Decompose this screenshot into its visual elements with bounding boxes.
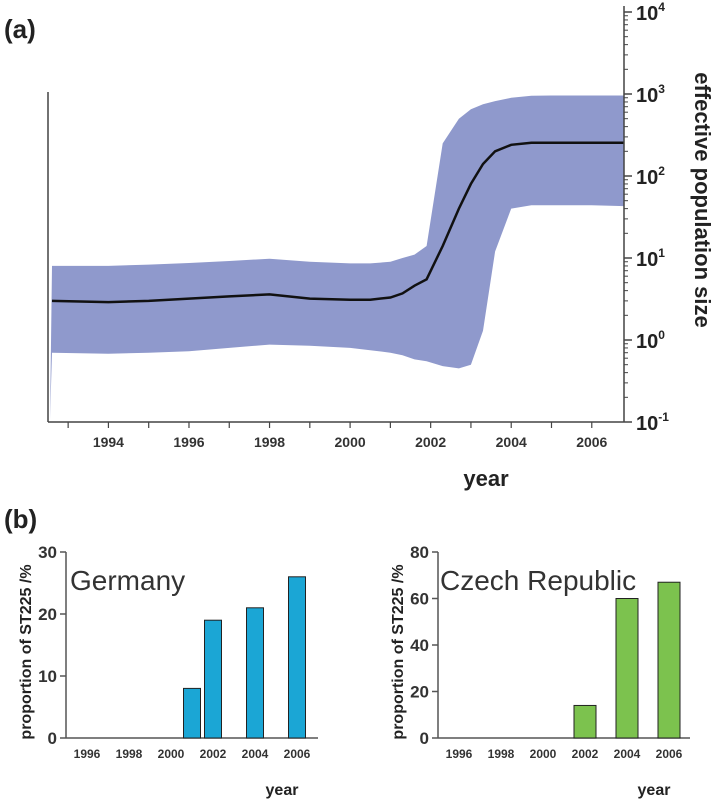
y-tick-label: 10-1 xyxy=(636,410,669,435)
x-axis-title: year xyxy=(463,466,509,491)
x-tick-label: 2002 xyxy=(200,747,227,761)
czech-y-axis-title: proportion of ST225 /% xyxy=(390,564,407,739)
panel-a-label: (a) xyxy=(4,14,36,44)
x-tick-label: 1996 xyxy=(74,747,101,761)
x-tick-label: 2004 xyxy=(614,747,641,761)
x-ticks: 1994 1996 1998 2000 2002 2004 2006 xyxy=(67,422,608,450)
y-tick-label: 102 xyxy=(636,164,665,189)
y-tick-label: 100 xyxy=(636,328,665,353)
median-line xyxy=(51,141,624,304)
bar xyxy=(288,576,306,739)
germany-chart: proportion of ST225 /% Germany year 0 10 2… xyxy=(18,543,318,799)
y-axis-title: effective population size xyxy=(690,72,715,328)
panel-b-label: (b) xyxy=(4,504,37,534)
bar xyxy=(246,607,264,739)
czech-title: Czech Republic xyxy=(440,565,636,596)
x-tick-label: 2006 xyxy=(656,747,683,761)
y-tick-label: 0 xyxy=(420,729,429,748)
bar xyxy=(573,704,597,739)
y-tick-label: 60 xyxy=(410,590,429,609)
y-tick-label: 20 xyxy=(410,683,429,702)
czech-chart: proportion of ST225 /% Czech Republic ye… xyxy=(390,543,690,799)
x-tick-label: 2000 xyxy=(335,434,366,450)
y-tick-label: 80 xyxy=(410,543,429,562)
x-tick-label: 2000 xyxy=(158,747,185,761)
x-tick-label: 2006 xyxy=(284,747,311,761)
germany-y-axis-title: proportion of ST225 /% xyxy=(18,564,35,739)
y-tick-label: 30 xyxy=(38,543,57,562)
bar xyxy=(183,687,201,739)
y-tick-label: 20 xyxy=(38,605,57,624)
x-tick-label: 2000 xyxy=(530,747,557,761)
y-ticks: 10-1 100 101 102 103 104 xyxy=(624,0,669,435)
x-tick-label: 1994 xyxy=(93,434,124,450)
x-tick-label: 2004 xyxy=(242,747,269,761)
germany-title: Germany xyxy=(70,565,185,596)
germany-x-axis-title: year xyxy=(266,782,299,799)
bar xyxy=(204,619,222,739)
x-tick-label: 1996 xyxy=(446,747,473,761)
y-tick-label: 10 xyxy=(38,667,57,686)
x-tick-label: 1996 xyxy=(173,434,204,450)
y-tick-label: 0 xyxy=(48,729,57,748)
x-tick-label: 1998 xyxy=(488,747,515,761)
y-tick-label: 104 xyxy=(636,0,665,25)
x-tick-label: 1998 xyxy=(254,434,285,450)
bar xyxy=(615,598,639,739)
y-tick-label: 103 xyxy=(636,82,665,107)
x-tick-label: 2002 xyxy=(415,434,446,450)
x-tick-label: 1998 xyxy=(116,747,143,761)
bar xyxy=(657,581,681,739)
x-tick-label: 2006 xyxy=(576,434,607,450)
x-tick-label: 2002 xyxy=(572,747,599,761)
confidence-band xyxy=(50,95,624,420)
x-tick-label: 2004 xyxy=(496,434,527,450)
panel-a-plot: 1994 1996 1998 2000 2002 2004 2006 10-11001011… xyxy=(47,0,669,450)
y-tick-label: 40 xyxy=(410,636,429,655)
y-tick-label: 101 xyxy=(636,246,665,271)
czech-x-axis-title: year xyxy=(638,782,671,799)
